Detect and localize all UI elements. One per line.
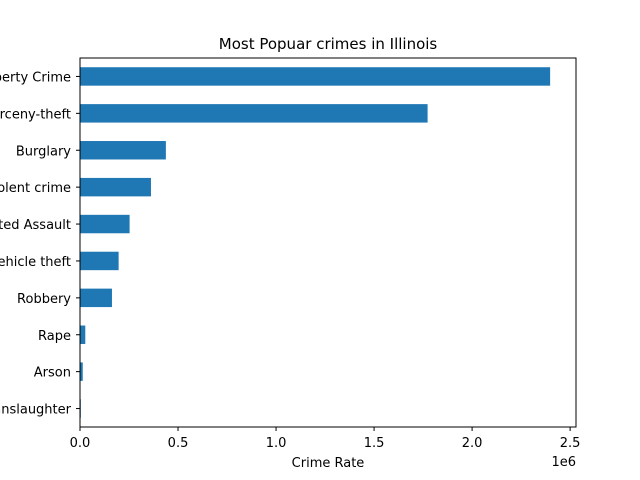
y-tick-label: Arson: [34, 366, 71, 381]
y-axis: Property Crime Larceny-theft Burglary Viole…: [0, 70, 80, 418]
bar-rape: [80, 325, 86, 344]
x-tick-label: 0.0: [70, 436, 91, 451]
y-tick-label: Aggravated Assault: [0, 218, 71, 233]
bar-robbery: [80, 288, 112, 308]
bar-burglary: [80, 141, 166, 160]
y-tick-label: Larceny-theft: [0, 107, 71, 122]
x-axis: 0.0 0.5 1.0 1.5 2.0 2.5: [70, 427, 581, 451]
y-tick-label: Manslaughter: [0, 403, 72, 418]
x-tick-label: 2.0: [462, 436, 483, 451]
y-tick-label: Burglary: [16, 144, 71, 159]
bars-layer: [80, 67, 551, 418]
x-tick-label: 1.0: [266, 436, 287, 451]
plot-frame: [79, 57, 577, 428]
bar-violent-crime: [80, 177, 151, 197]
x-tick-label: 1.5: [364, 436, 385, 451]
chart-title: Most Popuar crimes in Illinois: [219, 35, 438, 53]
x-tick-label: 0.5: [168, 436, 189, 451]
y-tick-label: Property Crime: [0, 70, 71, 85]
y-tick-label: Robbery: [17, 292, 71, 307]
bar-arson: [80, 362, 83, 381]
y-tick-label: Rape: [38, 329, 71, 344]
y-tick-label: Motor vehicle theft: [0, 255, 71, 270]
x-axis-label: Crime Rate: [292, 456, 365, 471]
bar-property-crime: [80, 67, 551, 86]
y-tick-label: Violent crime: [0, 181, 71, 196]
x-axis-offset-label: 1e6: [551, 455, 576, 470]
bar-larceny-theft: [80, 104, 428, 123]
bar-motor-vehicle-theft: [80, 251, 119, 271]
x-tick-label: 2.5: [560, 436, 581, 451]
bar-aggravated-assault: [80, 214, 130, 234]
